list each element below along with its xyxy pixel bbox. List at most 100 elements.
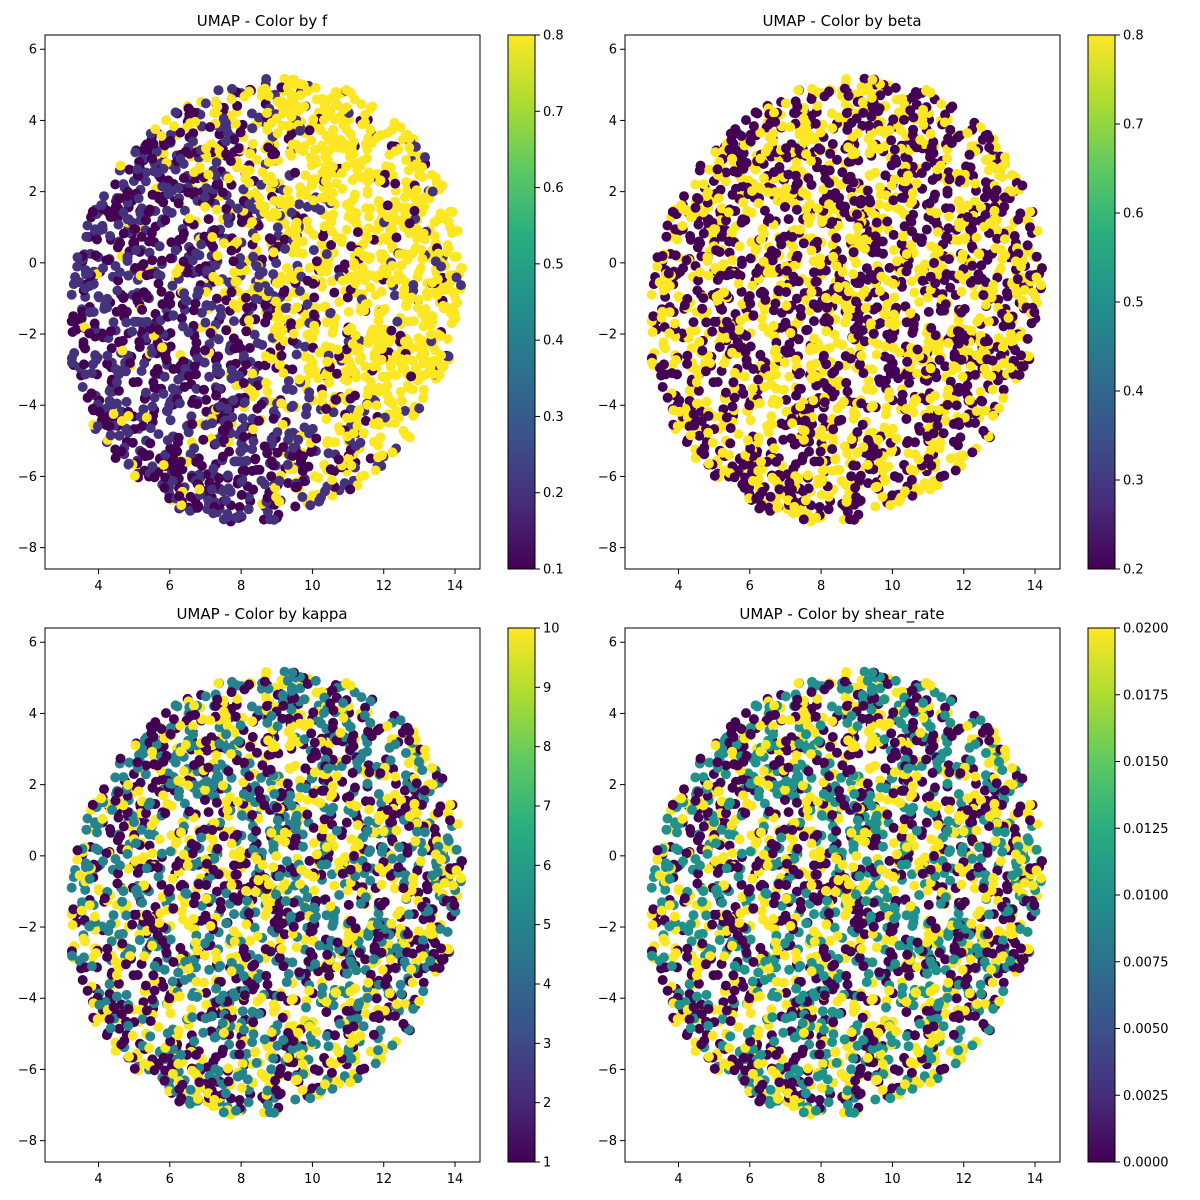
scatter-point <box>825 148 836 159</box>
scatter-point <box>806 287 817 298</box>
scatter-point <box>261 108 272 119</box>
scatter-point <box>329 287 340 298</box>
scatter-point <box>779 357 790 368</box>
scatter-point <box>104 386 115 397</box>
scatter-point <box>178 173 189 184</box>
scatter-point <box>403 165 414 176</box>
scatter-point <box>361 269 372 280</box>
scatter-point <box>352 164 363 175</box>
scatter-point <box>819 397 830 408</box>
scatter-point <box>871 349 882 360</box>
scatter-point <box>745 341 756 352</box>
scatter-point <box>148 377 159 388</box>
scatter-point <box>727 153 738 164</box>
scatter-point <box>807 83 817 94</box>
scatter-point <box>387 447 398 458</box>
scatter-point <box>983 316 994 327</box>
scatter-point <box>341 224 352 235</box>
scatter-point <box>967 260 978 271</box>
y-tick-label: 6 <box>29 43 37 58</box>
scatter-point <box>269 514 280 525</box>
scatter-point <box>247 139 258 149</box>
scatter-point <box>1025 206 1036 217</box>
scatter-point <box>756 234 766 245</box>
scatter-point <box>769 107 779 118</box>
scatter-point <box>265 171 276 182</box>
scatter-point <box>990 243 1001 254</box>
scatter-point <box>323 448 334 459</box>
scatter-point <box>812 302 823 313</box>
scatter-point <box>259 479 270 490</box>
colorbar-tick-label: 0.2 <box>1123 563 1144 578</box>
scatter-point <box>164 400 175 411</box>
scatter-point <box>377 249 388 260</box>
scatter-point <box>753 374 764 385</box>
scatter-point <box>156 255 167 266</box>
scatter-point <box>395 122 406 133</box>
scatter-point <box>930 330 941 341</box>
x-tick-label: 12 <box>955 579 972 594</box>
scatter-point <box>663 268 674 279</box>
scatter-point <box>372 326 383 337</box>
scatter-point <box>245 148 256 159</box>
scatter-point <box>131 245 141 256</box>
scatter-point <box>304 262 315 273</box>
scatter-point <box>251 233 262 243</box>
scatter-point <box>824 315 834 326</box>
scatter-point <box>711 291 722 302</box>
scatter-point <box>370 465 381 476</box>
scatter-point <box>852 222 863 233</box>
scatter-point <box>280 243 290 254</box>
scatter-point <box>345 393 356 404</box>
scatter-point <box>691 398 702 409</box>
scatter-point <box>753 465 764 476</box>
scatter-point <box>141 270 152 281</box>
scatter-point <box>353 246 364 257</box>
scatter-point <box>82 392 93 403</box>
scatter-point <box>905 213 916 224</box>
scatter-point <box>442 240 453 251</box>
scatter-point <box>83 268 94 279</box>
scatter-point <box>988 410 999 421</box>
scatter-point <box>153 278 164 289</box>
scatter-point <box>346 142 357 153</box>
scatter-point <box>780 191 790 202</box>
scatter-point <box>875 125 885 136</box>
scatter-point <box>165 341 176 352</box>
scatter-point <box>975 122 986 133</box>
colorbar-tick-label: 0.4 <box>1123 385 1144 400</box>
scatter-point <box>393 269 404 280</box>
scatter-point <box>889 174 900 185</box>
scatter-point <box>327 92 338 103</box>
scatter-point <box>426 169 437 180</box>
scatter-point <box>770 344 781 355</box>
scatter-point <box>661 231 672 242</box>
scatter-point <box>684 421 695 432</box>
scatter-point <box>236 217 247 228</box>
scatter-point <box>165 415 176 426</box>
scatter-point <box>827 444 838 455</box>
scatter-point <box>835 200 846 211</box>
scatter-point <box>259 441 270 452</box>
scatter-point <box>373 315 384 326</box>
scatter-point <box>870 501 881 512</box>
scatter-point <box>944 211 954 222</box>
scatter-point <box>888 114 899 125</box>
scatter-point <box>129 224 140 235</box>
scatter-point <box>732 269 743 280</box>
scatter-point <box>190 298 201 309</box>
scatter-point <box>952 326 963 337</box>
scatter-point <box>809 316 819 327</box>
scatter-point <box>143 207 154 218</box>
scatter-point <box>688 317 699 328</box>
scatter-point <box>373 196 384 206</box>
scatter-point <box>954 270 965 281</box>
scatter-point <box>358 428 369 439</box>
scatter-point <box>806 373 817 384</box>
scatter-point <box>251 464 262 475</box>
scatter-point <box>297 492 308 502</box>
scatter-point <box>819 164 830 175</box>
scatter-point <box>325 213 336 224</box>
scatter-point <box>198 434 209 445</box>
scatter-point <box>183 371 194 381</box>
